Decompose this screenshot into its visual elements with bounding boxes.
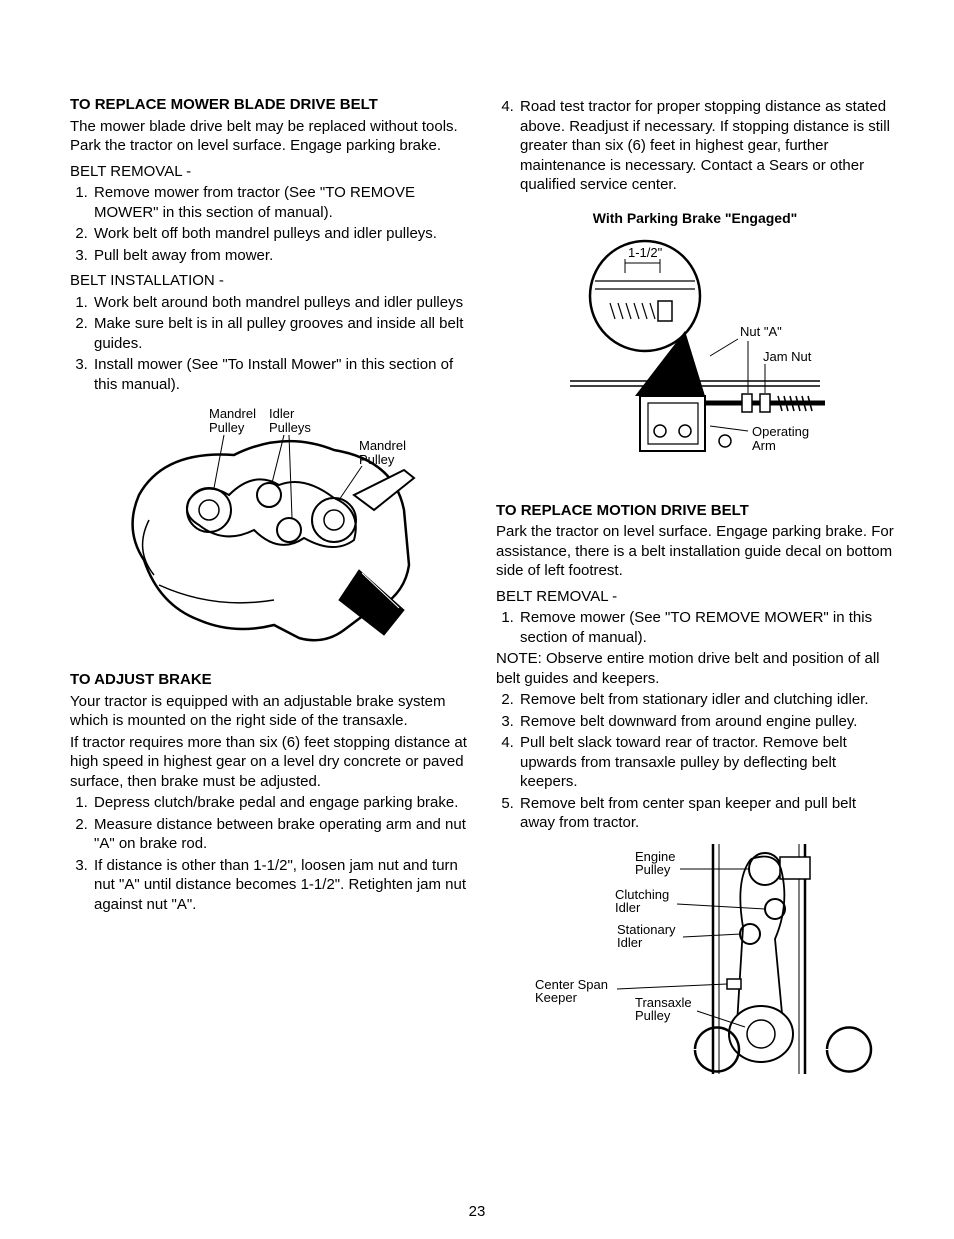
fig-caption-brake: With Parking Brake "Engaged": [496, 209, 894, 227]
list-item: Remove mower (See "TO REMOVE MOWER" in t…: [518, 608, 894, 647]
brake-p2: If tractor requires more than six (6) fe…: [70, 733, 468, 792]
list-item: Remove belt from center span keeper and …: [518, 794, 894, 833]
brake-p1: Your tractor is equipped with an adjusta…: [70, 692, 468, 731]
motion-removal-list-2: Remove belt from stationary idler and cl…: [496, 690, 894, 833]
heading-adjust-brake: TO ADJUST BRAKE: [70, 670, 468, 690]
list-item: Pull belt slack toward rear of tractor. …: [518, 733, 894, 792]
label-nut-a: Nut "A": [740, 324, 782, 339]
label-mandrel-pulley: MandrelPulley: [209, 406, 256, 435]
motion-belt-intro: Park the tractor on level surface. Engag…: [496, 522, 894, 581]
belt-install-list: Work belt around both mandrel pulleys an…: [70, 293, 468, 395]
label-jam-nut: Jam Nut: [763, 349, 812, 364]
blade-belt-intro: The mower blade drive belt may be replac…: [70, 117, 468, 156]
label-mandrel-pulley-r: MandrelPulley: [359, 438, 406, 467]
label-operating-arm: OperatingArm: [752, 424, 809, 453]
motion-removal-head: BELT REMOVAL -: [496, 587, 894, 607]
motion-removal-list-1: Remove mower (See "TO REMOVE MOWER" in t…: [496, 608, 894, 647]
list-item: Measure distance between brake operating…: [92, 815, 468, 854]
right-column: Road test tractor for proper stopping di…: [496, 95, 894, 1099]
list-item: Remove mower from tractor (See "TO REMOV…: [92, 183, 468, 222]
list-item: If distance is other than 1-1/2", loosen…: [92, 856, 468, 915]
belt-removal-list: Remove mower from tractor (See "TO REMOV…: [70, 183, 468, 265]
label-engine-pulley: EnginePulley: [635, 849, 675, 877]
heading-replace-blade-belt: TO REPLACE MOWER BLADE DRIVE BELT: [70, 95, 468, 115]
list-item: Work belt off both mandrel pulleys and i…: [92, 224, 468, 244]
label-dimension: 1-1/2": [628, 245, 663, 260]
label-idler-pulleys: IdlerPulleys: [269, 406, 311, 435]
label-center-span-keeper: Center SpanKeeper: [535, 977, 608, 1005]
list-item: Pull belt away from mower.: [92, 246, 468, 266]
figure-brake: With Parking Brake "Engaged" 1-1/2": [496, 209, 894, 491]
list-item: Remove belt from stationary idler and cl…: [518, 690, 894, 710]
list-item: Road test tractor for proper stopping di…: [518, 97, 894, 195]
left-column: TO REPLACE MOWER BLADE DRIVE BELT The mo…: [70, 95, 468, 1099]
list-item: Work belt around both mandrel pulleys an…: [92, 293, 468, 313]
figure-tractor-belt: EnginePulley ClutchingIdler StationaryId…: [496, 839, 894, 1089]
list-item: Install mower (See "To Install Mower" in…: [92, 355, 468, 394]
list-item: Depress clutch/brake pedal and engage pa…: [92, 793, 468, 813]
motion-note: NOTE: Observe entire motion drive belt a…: [496, 649, 894, 688]
belt-install-head: BELT INSTALLATION -: [70, 271, 468, 291]
page-number: 23: [0, 1202, 954, 1222]
label-clutching-idler: ClutchingIdler: [615, 887, 669, 915]
brake-steps-list: Depress clutch/brake pedal and engage pa…: [70, 793, 468, 914]
list-item: Remove belt downward from around engine …: [518, 712, 894, 732]
figure-mower-deck: MandrelPulley IdlerPulleys MandrelPulley: [70, 400, 468, 660]
label-transaxle-pulley: TransaxlePulley: [635, 995, 692, 1023]
brake-step4-list: Road test tractor for proper stopping di…: [496, 97, 894, 195]
belt-removal-head: BELT REMOVAL -: [70, 162, 468, 182]
list-item: Make sure belt is in all pulley grooves …: [92, 314, 468, 353]
heading-replace-motion-belt: TO REPLACE MOTION DRIVE BELT: [496, 501, 894, 521]
label-stationary-idler: StationaryIdler: [617, 922, 676, 950]
